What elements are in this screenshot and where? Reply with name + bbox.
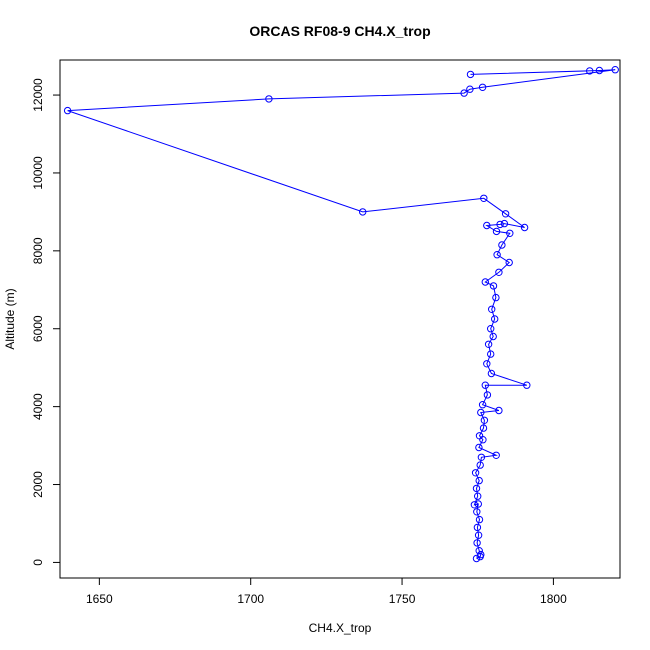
data-point	[489, 332, 497, 341]
y-axis-label: Altitude (m)	[3, 288, 17, 349]
data-point	[466, 70, 475, 79]
data-point	[493, 251, 501, 259]
data-point	[488, 305, 496, 313]
data-point	[474, 531, 483, 539]
data-point	[523, 381, 531, 389]
data-point	[472, 484, 481, 493]
data-point	[478, 401, 487, 409]
data-point	[492, 451, 500, 459]
data-point	[460, 89, 468, 97]
data-point	[474, 500, 482, 508]
data-point	[483, 360, 491, 368]
data-point	[475, 443, 483, 452]
y-tick-label: 4000	[31, 393, 45, 420]
data-point	[495, 268, 503, 276]
x-tick-label: 1800	[540, 592, 567, 606]
data-point	[506, 229, 514, 238]
data-point	[475, 547, 483, 555]
y-tick-label: 10000	[31, 156, 45, 190]
data-point	[473, 523, 482, 532]
data-point	[63, 106, 72, 115]
data-point	[475, 432, 484, 440]
data-point	[477, 550, 485, 559]
data-point	[505, 258, 513, 267]
data-point	[491, 315, 499, 323]
plot-frame	[59, 59, 621, 579]
data-point	[481, 381, 489, 389]
y-tick-label: 12000	[31, 78, 45, 112]
data-point	[477, 408, 485, 417]
y-tick-label: 6000	[31, 315, 45, 342]
data-point	[487, 325, 495, 333]
data-point	[484, 340, 493, 348]
data-point	[265, 95, 273, 103]
data-point	[471, 469, 480, 477]
x-axis-label: CH4.X_trop	[309, 621, 372, 635]
y-axis: 0 2000 4000 6000 8000 10000 12000	[31, 78, 61, 566]
chart-title: ORCAS RF08-9 CH4.X_trop	[249, 23, 430, 39]
data-point	[476, 461, 484, 469]
data-point	[483, 391, 492, 399]
data-point	[472, 554, 481, 563]
data-point	[466, 85, 474, 93]
data-point	[474, 492, 482, 500]
data-point	[475, 476, 483, 485]
data-point	[487, 350, 495, 358]
data-point	[479, 424, 488, 432]
x-axis: 1650 1700 1750 1800	[86, 577, 567, 606]
data-point	[500, 219, 509, 228]
data-point	[480, 416, 489, 424]
data-point	[477, 453, 486, 461]
data-point	[473, 539, 481, 547]
data-point	[475, 515, 484, 524]
y-tick-label: 8000	[31, 237, 45, 264]
data-point	[480, 194, 488, 203]
data-point	[359, 208, 367, 216]
data-point	[487, 369, 496, 378]
data-point	[489, 282, 498, 290]
data-point	[470, 501, 479, 509]
data-point	[492, 227, 501, 236]
y-tick-label: 2000	[31, 471, 45, 498]
y-tick-label: 0	[31, 559, 45, 566]
x-tick-label: 1650	[86, 592, 113, 606]
x-tick-label: 1750	[389, 592, 416, 606]
data-point	[501, 210, 510, 218]
x-tick-label: 1700	[237, 592, 264, 606]
data-point	[483, 221, 491, 230]
data-point	[498, 241, 506, 249]
data-point	[481, 278, 489, 286]
data-point	[520, 223, 529, 232]
data-point	[478, 83, 487, 92]
series-line	[67, 69, 616, 559]
data-point	[473, 508, 481, 516]
data-point	[611, 66, 619, 74]
series-layer	[63, 66, 619, 563]
data-point	[586, 67, 594, 75]
data-point	[495, 406, 503, 415]
data-point	[496, 220, 504, 229]
data-point	[595, 66, 604, 75]
data-point	[492, 293, 500, 302]
